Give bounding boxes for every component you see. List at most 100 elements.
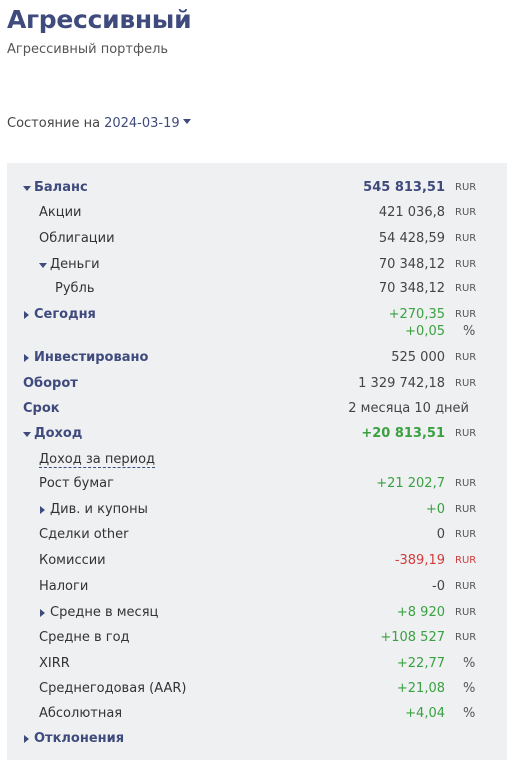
percent-unit: %: [463, 656, 476, 671]
currency-unit: RUR: [455, 632, 477, 643]
chevron-right-icon: [24, 354, 29, 362]
row-absolute: Абсолютная +4,04 %: [7, 704, 507, 724]
currency-unit: RUR: [455, 529, 477, 540]
row-value: 525 000: [391, 350, 445, 365]
row-label: Абсолютная: [39, 706, 123, 721]
page-title: Агрессивный: [7, 5, 192, 34]
row-turnover: Оборот 1 329 742,18 RUR: [7, 374, 507, 394]
chevron-down-icon: [39, 263, 47, 268]
chevron-right-icon: [40, 506, 45, 514]
row-term: Срок 2 месяца 10 дней: [7, 399, 507, 419]
row-label: Среднегодовая (AAR): [39, 681, 187, 696]
row-label: Акции: [39, 205, 82, 220]
row-commissions: Комиссии -389,19 RUR: [7, 551, 507, 571]
chevron-right-icon: [24, 311, 29, 319]
row-label: Рубль: [55, 281, 95, 296]
row-label: Налоги: [39, 579, 89, 594]
row-label: Средне в год: [39, 630, 130, 645]
row-value: +108 527: [380, 630, 445, 645]
row-value-percent: +0,05: [405, 324, 445, 339]
currency-unit: RUR: [455, 428, 477, 439]
currency-unit: RUR: [455, 581, 477, 592]
row-label: Сделки other: [39, 527, 129, 542]
currency-unit: RUR: [455, 283, 477, 294]
row-balance[interactable]: Баланс 545 813,51 RUR: [7, 178, 507, 198]
date-value: 2024-03-19: [104, 116, 180, 131]
row-label: Оборот: [23, 376, 78, 391]
row-dividends[interactable]: Див. и купоны +0 RUR: [7, 500, 507, 520]
row-deviations[interactable]: Отклонения: [7, 729, 507, 749]
row-value: 70 348,12: [378, 257, 445, 272]
row-deals-other: Сделки other 0 RUR: [7, 525, 507, 545]
date-selector[interactable]: 2024-03-19: [104, 116, 191, 131]
row-value: 1 329 742,18: [358, 376, 445, 391]
chevron-down-icon: [182, 119, 191, 124]
row-label: Срок: [23, 401, 60, 416]
row-income-period[interactable]: Доход за период: [7, 450, 507, 470]
currency-unit: RUR: [455, 555, 477, 566]
row-today[interactable]: Сегодня +270,35 RUR: [7, 305, 507, 325]
currency-unit: RUR: [455, 478, 477, 489]
row-value: +21 202,7: [376, 476, 445, 491]
currency-unit: RUR: [455, 352, 477, 363]
currency-unit: RUR: [455, 607, 477, 618]
row-value: 545 813,51: [363, 180, 445, 195]
currency-unit: RUR: [455, 378, 477, 389]
row-label: Див. и купоны: [50, 502, 148, 517]
row-value: 70 348,12: [378, 281, 445, 296]
currency-unit: RUR: [455, 182, 477, 193]
row-label: Баланс: [34, 180, 88, 195]
percent-unit: %: [463, 324, 476, 339]
row-value: +270,35: [388, 307, 445, 322]
row-label: Рост бумаг: [39, 476, 114, 491]
page-subtitle: Агрессивный портфель: [7, 42, 169, 57]
row-bonds: Облигации 54 428,59 RUR: [7, 229, 507, 249]
row-label: Комиссии: [39, 553, 106, 568]
row-value: +8 920: [396, 605, 445, 620]
row-label: Инвестировано: [34, 350, 149, 365]
row-value: +21,08: [396, 681, 445, 696]
chevron-right-icon: [24, 735, 29, 743]
row-money[interactable]: Деньги 70 348,12 RUR: [7, 255, 507, 275]
currency-unit: RUR: [455, 233, 477, 244]
row-invested[interactable]: Инвестировано 525 000 RUR: [7, 348, 507, 368]
row-value: -389,19: [394, 553, 445, 568]
currency-unit: RUR: [455, 259, 477, 270]
row-value: +22,77: [396, 656, 445, 671]
row-value: 54 428,59: [378, 231, 445, 246]
row-taxes: Налоги -0 RUR: [7, 577, 507, 597]
row-value: +0: [425, 502, 445, 517]
row-label: Доход: [34, 426, 83, 441]
state-date-row: Состояние на 2024-03-19: [7, 116, 191, 131]
row-ruble: Рубль 70 348,12 RUR: [7, 279, 507, 299]
row-aar: Среднегодовая (AAR) +21,08 %: [7, 679, 507, 699]
percent-unit: %: [463, 706, 476, 721]
row-today-percent: +0,05 %: [7, 322, 507, 342]
chevron-down-icon: [23, 186, 31, 191]
row-value: 0: [436, 527, 445, 542]
income-period-link[interactable]: Доход за период: [39, 452, 156, 468]
row-value: +20 813,51: [361, 426, 445, 441]
state-label: Состояние на: [7, 116, 101, 131]
row-avg-month[interactable]: Средне в месяц +8 920 RUR: [7, 603, 507, 623]
chevron-right-icon: [40, 609, 45, 617]
row-label: Облигации: [39, 231, 115, 246]
currency-unit: RUR: [455, 309, 477, 320]
row-label: Отклонения: [34, 731, 125, 746]
row-value: 2 месяца 10 дней: [348, 401, 469, 416]
currency-unit: RUR: [455, 207, 477, 218]
portfolio-summary-panel: Баланс 545 813,51 RUR Акции 421 036,8 RU…: [7, 163, 507, 760]
row-value: 421 036,8: [378, 205, 445, 220]
row-value: -0: [432, 579, 445, 594]
currency-unit: RUR: [455, 504, 477, 515]
row-xirr: XIRR +22,77 %: [7, 654, 507, 674]
row-value: +4,04: [405, 706, 445, 721]
row-growth: Рост бумаг +21 202,7 RUR: [7, 474, 507, 494]
percent-unit: %: [463, 681, 476, 696]
row-label: Средне в месяц: [50, 605, 159, 620]
row-stocks: Акции 421 036,8 RUR: [7, 203, 507, 223]
row-label: Сегодня: [34, 307, 96, 322]
row-label: XIRR: [39, 656, 70, 671]
row-label: Деньги: [50, 257, 100, 272]
row-income[interactable]: Доход +20 813,51 RUR: [7, 424, 507, 444]
